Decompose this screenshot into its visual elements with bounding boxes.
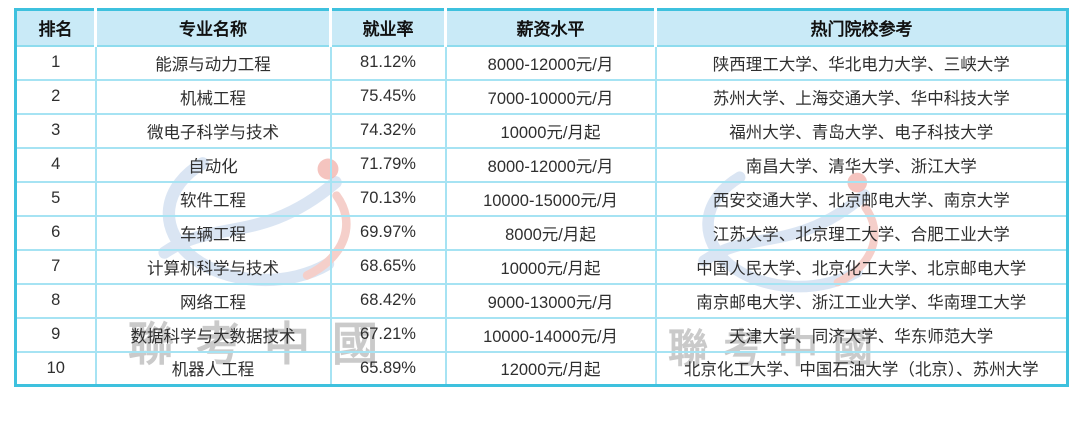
major-cell: 计算机科学与技术 <box>95 248 332 284</box>
rate-cell: 69.97% <box>330 214 447 250</box>
major-ranking-table: 排名 专业名称 就业率 薪资水平 热门院校参考 1 能源与动力工程 81.12%… <box>14 8 1069 387</box>
salary-cell: 10000元/月起 <box>445 248 657 284</box>
major-cell: 能源与动力工程 <box>95 44 332 80</box>
rank-cell: 8 <box>15 282 97 318</box>
salary-cell: 10000元/月起 <box>445 112 657 148</box>
rank-cell: 4 <box>15 146 97 182</box>
major-cell: 数据科学与大数据技术 <box>95 316 332 352</box>
rate-cell: 68.65% <box>330 248 447 284</box>
schools-cell: 南昌大学、清华大学、浙江大学 <box>655 146 1068 182</box>
rate-cell: 67.21% <box>330 316 447 352</box>
header-rank: 排名 <box>15 9 97 47</box>
rank-cell: 3 <box>15 112 97 148</box>
major-cell: 自动化 <box>95 146 332 182</box>
rate-cell: 75.45% <box>330 78 447 114</box>
rate-cell: 74.32% <box>330 112 447 148</box>
major-cell: 软件工程 <box>95 180 332 216</box>
rank-cell: 2 <box>15 78 97 114</box>
rank-cell: 9 <box>15 316 97 352</box>
salary-cell: 10000-14000元/月 <box>445 316 657 352</box>
rate-cell: 81.12% <box>330 44 447 80</box>
table-row: 7 计算机科学与技术 68.65% 10000元/月起 中国人民大学、北京化工大… <box>15 248 1068 284</box>
salary-cell: 8000-12000元/月 <box>445 44 657 80</box>
rate-cell: 65.89% <box>330 350 447 386</box>
rank-cell: 10 <box>15 350 97 386</box>
salary-cell: 12000元/月起 <box>445 350 657 386</box>
table-row: 3 微电子科学与技术 74.32% 10000元/月起 福州大学、青岛大学、电子… <box>15 112 1068 148</box>
rank-cell: 1 <box>15 44 97 80</box>
schools-cell: 苏州大学、上海交通大学、华中科技大学 <box>655 78 1068 114</box>
salary-cell: 8000元/月起 <box>445 214 657 250</box>
rank-cell: 7 <box>15 248 97 284</box>
rate-cell: 70.13% <box>330 180 447 216</box>
header-schools: 热门院校参考 <box>655 9 1068 47</box>
salary-cell: 9000-13000元/月 <box>445 282 657 318</box>
header-major: 专业名称 <box>95 9 332 47</box>
salary-cell: 8000-12000元/月 <box>445 146 657 182</box>
schools-cell: 南京邮电大学、浙江工业大学、华南理工大学 <box>655 282 1068 318</box>
table-row: 10 机器人工程 65.89% 12000元/月起 北京化工大学、中国石油大学（… <box>15 350 1068 386</box>
table-row: 8 网络工程 68.42% 9000-13000元/月 南京邮电大学、浙江工业大… <box>15 282 1068 318</box>
schools-cell: 江苏大学、北京理工大学、合肥工业大学 <box>655 214 1068 250</box>
major-cell: 机械工程 <box>95 78 332 114</box>
rate-cell: 68.42% <box>330 282 447 318</box>
table-row: 2 机械工程 75.45% 7000-10000元/月 苏州大学、上海交通大学、… <box>15 78 1068 114</box>
schools-cell: 陕西理工大学、华北电力大学、三峡大学 <box>655 44 1068 80</box>
schools-cell: 福州大学、青岛大学、电子科技大学 <box>655 112 1068 148</box>
header-salary: 薪资水平 <box>445 9 657 47</box>
table-row: 4 自动化 71.79% 8000-12000元/月 南昌大学、清华大学、浙江大… <box>15 146 1068 182</box>
major-cell: 微电子科学与技术 <box>95 112 332 148</box>
rank-cell: 6 <box>15 214 97 250</box>
major-cell: 车辆工程 <box>95 214 332 250</box>
schools-cell: 北京化工大学、中国石油大学（北京）、苏州大学 <box>655 350 1068 386</box>
schools-cell: 西安交通大学、北京邮电大学、南京大学 <box>655 180 1068 216</box>
header-row: 排名 专业名称 就业率 薪资水平 热门院校参考 <box>15 9 1068 47</box>
page: 聯考中國 聯考中國 排名 专业名称 就业率 薪资水平 热门院校参考 1 能源与动… <box>0 8 1080 423</box>
table-row: 9 数据科学与大数据技术 67.21% 10000-14000元/月 天津大学、… <box>15 316 1068 352</box>
salary-cell: 10000-15000元/月 <box>445 180 657 216</box>
major-cell: 网络工程 <box>95 282 332 318</box>
rate-cell: 71.79% <box>330 146 447 182</box>
table-row: 1 能源与动力工程 81.12% 8000-12000元/月 陕西理工大学、华北… <box>15 44 1068 80</box>
table-row: 6 车辆工程 69.97% 8000元/月起 江苏大学、北京理工大学、合肥工业大… <box>15 214 1068 250</box>
rank-cell: 5 <box>15 180 97 216</box>
schools-cell: 天津大学、同济大学、华东师范大学 <box>655 316 1068 352</box>
schools-cell: 中国人民大学、北京化工大学、北京邮电大学 <box>655 248 1068 284</box>
salary-cell: 7000-10000元/月 <box>445 78 657 114</box>
table-row: 5 软件工程 70.13% 10000-15000元/月 西安交通大学、北京邮电… <box>15 180 1068 216</box>
major-cell: 机器人工程 <box>95 350 332 386</box>
header-rate: 就业率 <box>330 9 447 47</box>
